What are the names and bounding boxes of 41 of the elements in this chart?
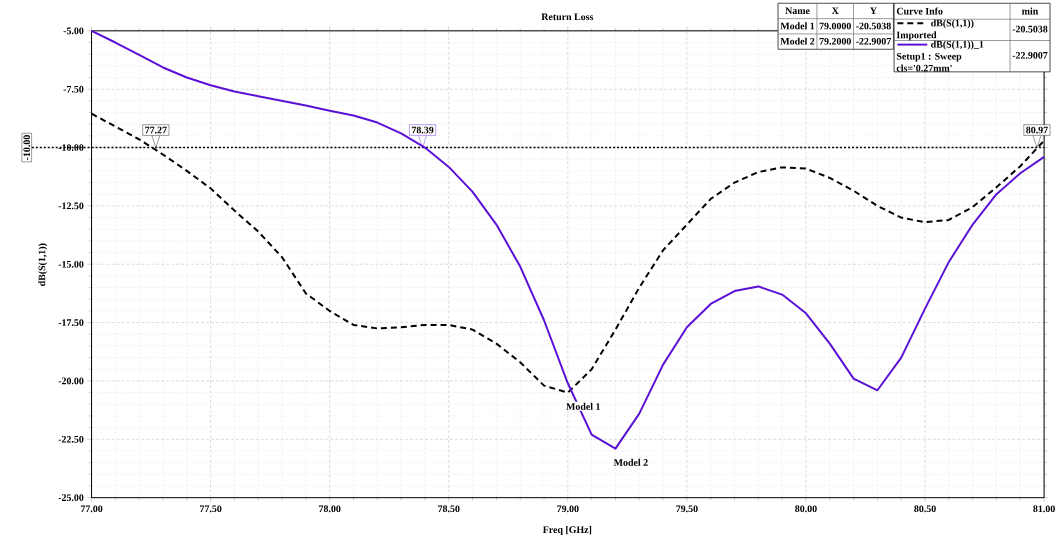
y-tick-label: -12.50	[58, 202, 84, 210]
x-tick-label: 78.00	[319, 505, 341, 512]
x-tick-label: 77.50	[200, 505, 222, 512]
x-tick-label: 79.50	[676, 505, 698, 512]
annotation: 77.27	[145, 126, 167, 134]
text: Y	[870, 7, 877, 14]
annotation: Model 2	[613, 458, 648, 466]
text: 79.0000	[819, 22, 851, 30]
annotation: -22.9007	[1012, 51, 1048, 59]
text: -20.5038	[856, 22, 891, 30]
text: min	[1021, 7, 1039, 15]
y-tick-label: -5.00	[63, 27, 84, 34]
annotation: -20.5038	[1012, 25, 1048, 33]
y-tick-label: -10.00	[58, 143, 84, 151]
annotation: Model 1	[566, 402, 600, 410]
x-tick-label: 78.50	[438, 505, 460, 512]
y-tick-label: -22.50	[58, 435, 84, 443]
legend-label: dB(S(1,1))_1 Setup1 : Sweep cls='0.27mm'	[896, 40, 984, 72]
ref-line-label: -10.00	[23, 134, 31, 160]
y-axis-title: dB(S(1,1))	[38, 243, 48, 286]
y-tick-label: -20.00	[58, 377, 84, 385]
text: Model 1	[780, 22, 815, 30]
text: Name	[785, 7, 810, 14]
x-axis-title: Freq [GHz]	[542, 525, 592, 535]
x-tick-label: 81.00	[1033, 505, 1055, 512]
annotation: 79.2000	[819, 37, 851, 45]
legend-title: Curve Info	[896, 7, 943, 15]
chart-title: Return Loss	[541, 13, 594, 20]
y-tick-label: -17.50	[58, 319, 84, 326]
annotation: 78.39	[411, 126, 434, 134]
text: X	[831, 7, 839, 14]
y-tick-label: -7.50	[63, 85, 84, 93]
annotation: 80.97	[1026, 126, 1048, 134]
x-tick-label: 80.00	[795, 505, 817, 512]
x-tick-label: 80.50	[914, 505, 936, 512]
y-tick-label: -25.00	[58, 494, 84, 501]
y-tick-label: -15.00	[58, 260, 84, 268]
annotation: Model 2	[780, 37, 815, 45]
x-tick-label: 77.00	[80, 505, 103, 512]
annotation: -22.9007	[856, 37, 891, 45]
x-tick-label: 79.00	[557, 505, 579, 512]
